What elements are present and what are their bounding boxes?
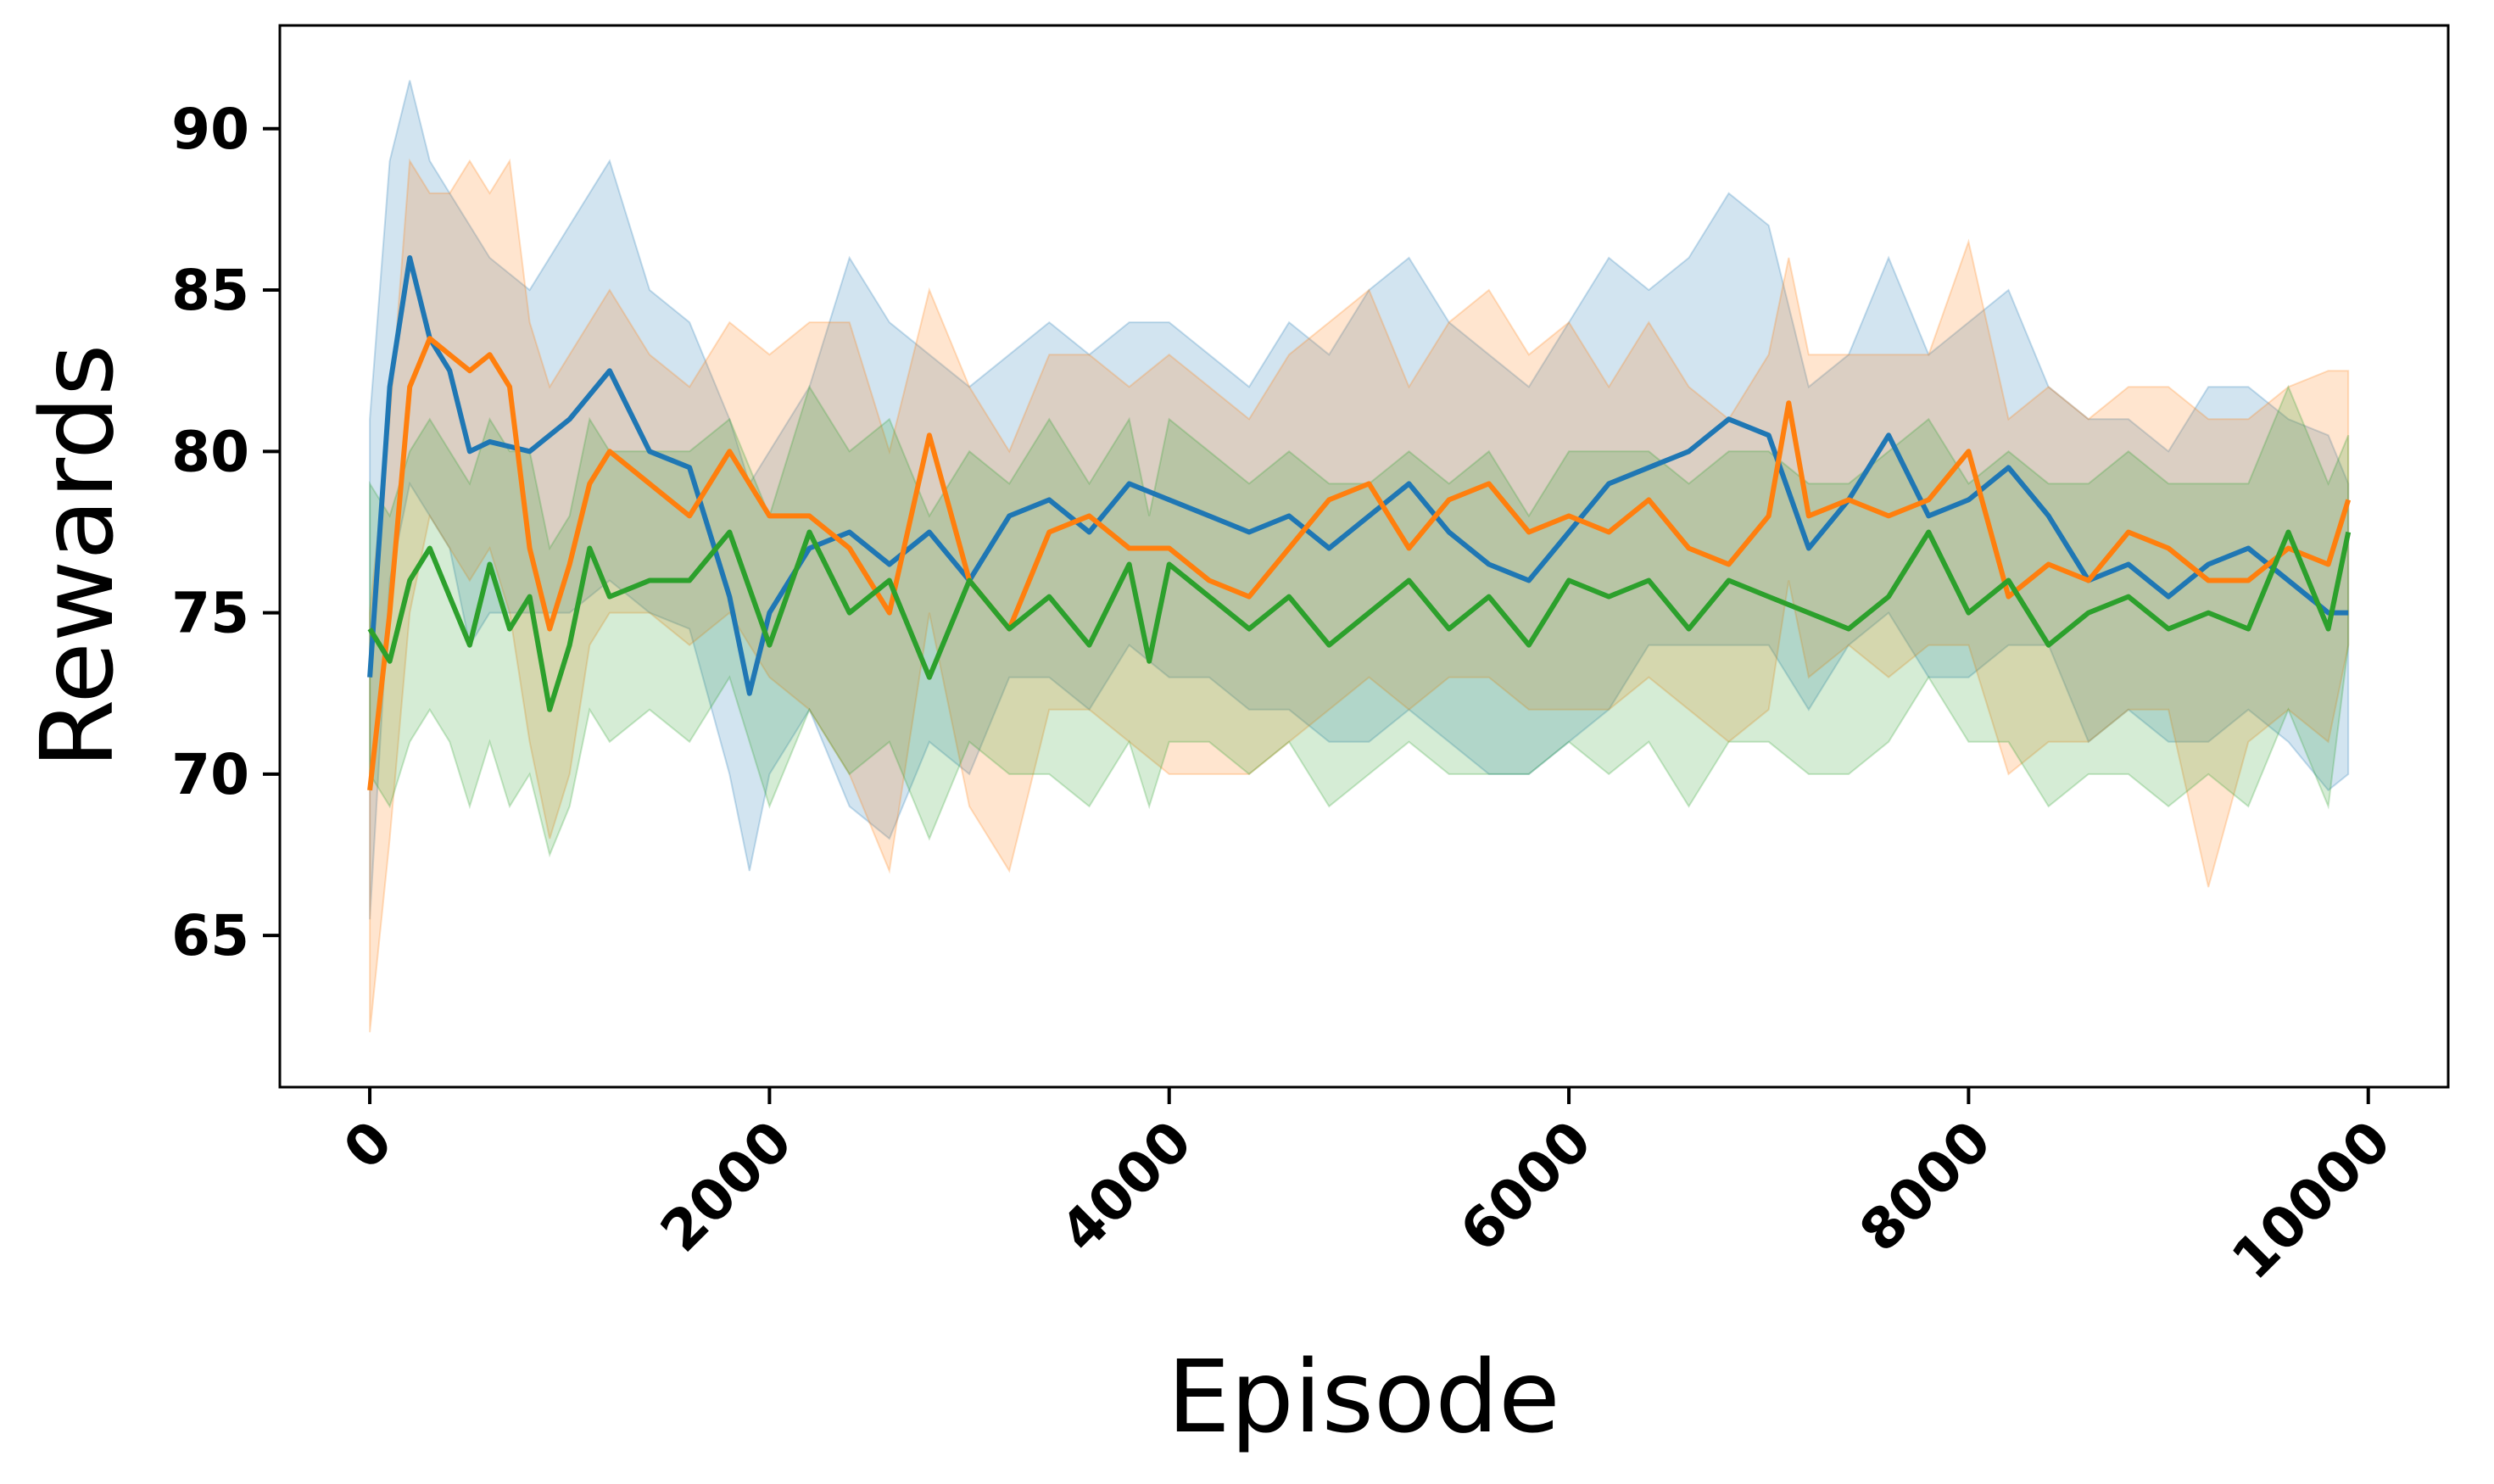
y-axis: 65 70 75 80 85 90: [171, 97, 280, 968]
y-tick-label: 75: [171, 581, 249, 646]
y-tick-label: 80: [171, 419, 249, 484]
series-1-line: [367, 255, 2349, 696]
series-1-band: [369, 80, 2350, 920]
series-3-line: [367, 529, 2352, 712]
series-lines: [367, 255, 2352, 791]
y-axis-title: Rewards: [19, 344, 136, 769]
series-2-line: [367, 336, 2352, 791]
y-tick-label: 65: [171, 903, 249, 968]
series-2-band: [369, 158, 2350, 1033]
plot-frame: [278, 24, 2450, 1089]
y-tick-label: 85: [171, 258, 249, 323]
y-tick-label: 70: [171, 742, 249, 807]
x-axis-title: Episode: [1167, 1338, 1559, 1455]
y-tick-label: 90: [171, 97, 249, 162]
